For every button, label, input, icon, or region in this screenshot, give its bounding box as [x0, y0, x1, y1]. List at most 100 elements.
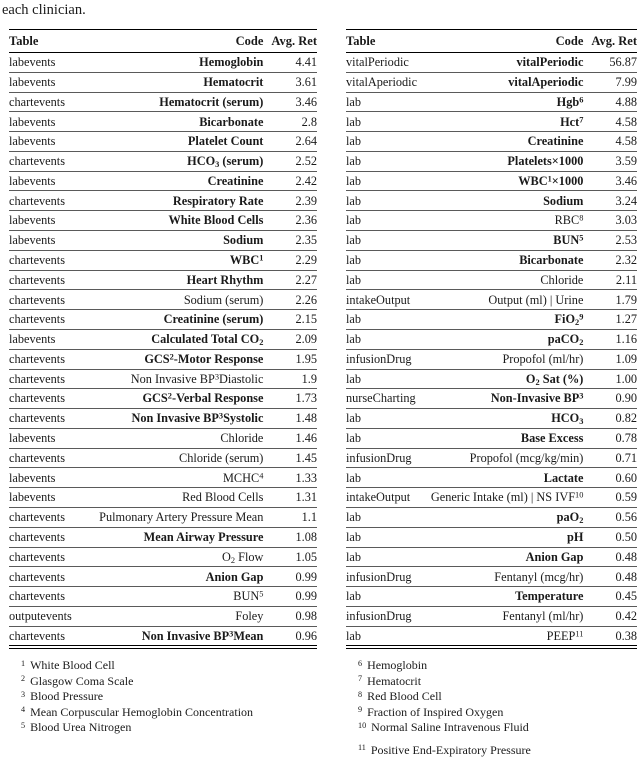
cell-code: Generic Intake (ml) | NS IVF10: [421, 488, 584, 508]
cell-avg-ret: 2.26: [263, 290, 317, 311]
footnote-text: Blood Urea Nitrogen: [30, 720, 132, 735]
cell-avg-ret: 1.05: [263, 548, 317, 568]
cell-table-name: lab: [346, 429, 422, 449]
cell-table-name: lab: [346, 251, 422, 271]
cell-code: GCS2-Motor Response: [79, 350, 264, 370]
cell-code: BUN5: [79, 587, 264, 607]
cell-code: FiO29: [421, 310, 584, 330]
cell-code: Hematocrit (serum): [79, 93, 264, 113]
footnote-text: Glasgow Coma Scale: [30, 673, 134, 688]
cell-avg-ret: 2.15: [263, 310, 317, 330]
cell-avg-ret: 1.48: [263, 409, 317, 429]
cell-table-name: lab: [346, 152, 422, 172]
cell-avg-ret: 2.39: [263, 191, 317, 212]
cell-code: Chloride (serum): [79, 449, 264, 469]
cell-table-name: chartevents: [9, 548, 80, 568]
cell-avg-ret: 1.27: [583, 310, 637, 330]
cell-code: Anion Gap: [421, 548, 584, 568]
cell-code: HCO3 (serum): [79, 152, 264, 172]
footnote-marker: 6: [358, 658, 363, 668]
table-row: lab Anion Gap 0.48: [346, 548, 637, 568]
cell-code: Platelet Count: [79, 132, 264, 152]
cell-code: Calculated Total CO2: [79, 330, 264, 350]
cell-avg-ret: 0.45: [583, 587, 637, 607]
table-row: lab paO2 0.56: [346, 508, 637, 528]
cell-avg-ret: 1.9: [263, 370, 317, 390]
table-left-body: labevents Hemoglobin 4.41 labevents Hematocr…: [9, 53, 317, 645]
intro-text: each clinician.: [2, 2, 86, 18]
cell-table-name: chartevents: [9, 508, 80, 528]
cell-table-name: labevents: [9, 53, 80, 73]
table-row: labevents Red Blood Cells 1.31: [9, 488, 317, 508]
cell-code: Creatinine (serum): [79, 310, 264, 330]
cell-code: Propofol (mcg/kg/min): [421, 449, 584, 469]
table-row: labevents Calculated Total CO2 2.09: [9, 330, 317, 350]
column-header-table: Table: [9, 30, 80, 53]
cell-table-name: infusionDrug: [346, 350, 422, 370]
retrieval-table-left: Table Code Avg. Ret labevents Hemoglobin 4…: [9, 29, 317, 650]
footnote-marker: 5: [21, 720, 26, 730]
cell-code: Sodium (serum): [79, 290, 264, 311]
cell-code: Fentanyl (ml/hr): [421, 607, 584, 627]
retrieval-table-right: Table Code Avg. Ret vitalPeriodic vitalPe…: [346, 29, 637, 650]
cell-table-name: infusionDrug: [346, 607, 422, 627]
cell-table-name: lab: [346, 112, 422, 133]
footnote-marker: 9: [358, 705, 363, 715]
cell-code: Non Invasive BP3Diastolic: [79, 370, 264, 390]
cell-code: Base Excess: [421, 429, 584, 449]
cell-code: MCHC4: [79, 468, 264, 489]
cell-avg-ret: 3.46: [583, 172, 637, 192]
cell-table-name: lab: [346, 370, 422, 390]
cell-table-name: chartevents: [9, 93, 80, 113]
table-row: chartevents Non Invasive BP3Systolic 1.48: [9, 409, 317, 429]
cell-table-name: vitalAperiodic: [346, 73, 422, 93]
cell-code: Respiratory Rate: [79, 191, 264, 212]
cell-avg-ret: 2.32: [583, 251, 637, 271]
table-row: lab RBC8 3.03: [346, 211, 637, 232]
cell-table-name: infusionDrug: [346, 567, 422, 588]
cell-code: Sodium: [421, 191, 584, 212]
cell-avg-ret: 2.64: [263, 132, 317, 152]
table-row: lab Hct7 4.58: [346, 112, 637, 133]
table-row: lab Base Excess 0.78: [346, 429, 637, 449]
cell-table-name: chartevents: [9, 449, 80, 469]
table-row: lab O2 Sat (%) 1.00: [346, 370, 637, 390]
cell-table-name: labevents: [9, 429, 80, 449]
cell-avg-ret: 0.50: [583, 528, 637, 548]
cell-avg-ret: 0.48: [583, 567, 637, 588]
cell-table-name: chartevents: [9, 290, 80, 311]
table-row: labevents Hematocrit 3.61: [9, 73, 317, 93]
table-row: lab Lactate 0.60: [346, 468, 637, 489]
tables-container: Table Code Avg. Ret labevents Hemoglobin 4…: [2, 29, 637, 758]
table-row: infusionDrug Propofol (mcg/kg/min) 0.71: [346, 449, 637, 469]
cell-code: Chloride: [421, 271, 584, 291]
table-row: lab WBC1×1000 3.46: [346, 172, 637, 192]
table-row: lab Bicarbonate 2.32: [346, 251, 637, 271]
table-row: labevents Creatinine 2.42: [9, 172, 317, 192]
table-left-column: Table Code Avg. Ret labevents Hemoglobin 4…: [9, 29, 317, 736]
cell-avg-ret: 1.00: [583, 370, 637, 390]
table-row: labevents White Blood Cells 2.36: [9, 211, 317, 232]
cell-avg-ret: 3.61: [263, 73, 317, 93]
footnote-marker: 10: [358, 720, 367, 730]
cell-avg-ret: 0.42: [583, 607, 637, 627]
cell-avg-ret: 0.60: [583, 468, 637, 489]
cell-avg-ret: 1.31: [263, 488, 317, 508]
footnote-text: Normal Saline Intravenous Fluid: [371, 720, 529, 735]
cell-avg-ret: 1.08: [263, 528, 317, 548]
table-right-body: vitalPeriodic vitalPeriodic 56.87 vitalAper…: [346, 53, 637, 645]
cell-code: HCO3: [421, 409, 584, 429]
cell-code: Platelets×1000: [421, 152, 584, 172]
table-row: chartevents GCS2-Motor Response 1.95: [9, 350, 317, 370]
cell-code: O2 Sat (%): [421, 370, 584, 390]
table-row: lab Creatinine 4.58: [346, 132, 637, 152]
table-row: labevents Hemoglobin 4.41: [9, 53, 317, 73]
table-row: chartevents Non Invasive BP3Mean 0.96: [9, 627, 317, 646]
cell-table-name: chartevents: [9, 350, 80, 370]
table-row: intakeOutput Output (ml) | Urine 1.79: [346, 290, 637, 311]
table-row: labevents Sodium 2.35: [9, 231, 317, 251]
cell-code: Sodium: [79, 231, 264, 251]
cell-table-name: labevents: [9, 211, 80, 232]
cell-avg-ret: 56.87: [583, 53, 637, 73]
cell-code: O2 Flow: [79, 548, 264, 568]
